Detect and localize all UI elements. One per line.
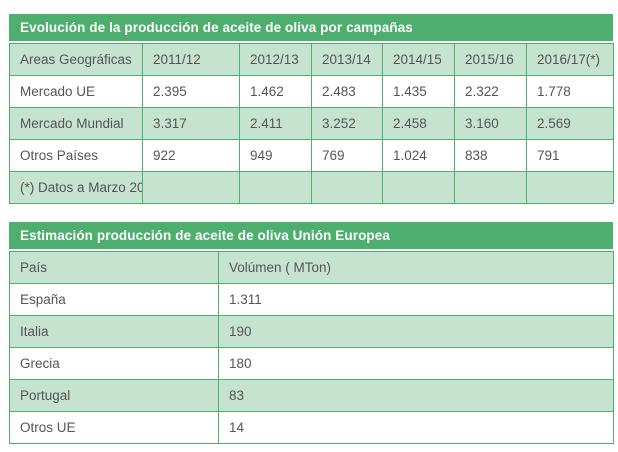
row-label-cell: Otros Países — [9, 139, 143, 172]
value-cell: 769 — [311, 139, 383, 172]
column-header-season: 2013/14 — [311, 43, 383, 76]
column-header-season: 2011/12 — [142, 43, 240, 76]
value-cell: 922 — [142, 139, 240, 172]
value-cell: 791 — [526, 139, 614, 172]
row-label-cell: Italia — [9, 315, 219, 348]
value-cell: 2.569 — [526, 107, 614, 140]
column-header-season: 2012/13 — [239, 43, 312, 76]
table-row: Italia 190 — [9, 315, 614, 348]
row-label-cell: España — [9, 283, 219, 316]
row-label-cell: Otros UE — [9, 411, 219, 444]
empty-cell — [526, 171, 614, 204]
table2-title-bar: Estimación producción de aceite de oliva… — [9, 222, 613, 249]
value-cell: 2.458 — [382, 107, 455, 140]
value-cell: 83 — [218, 379, 614, 412]
empty-cell — [382, 171, 455, 204]
value-cell: 180 — [218, 347, 614, 380]
value-cell: 2.395 — [142, 75, 240, 108]
value-cell: 1.778 — [526, 75, 614, 108]
column-header-country: País — [9, 251, 219, 284]
table1-title-bar: Evolución de la producción de aceite de … — [9, 14, 613, 41]
table-footnote-row: (*) Datos a Marzo 2017 — [9, 171, 614, 204]
column-header-areas: Areas Geográficas — [9, 43, 143, 76]
production-by-campaign-table: Areas Geográficas 2011/12 2012/13 2013/1… — [9, 43, 614, 204]
empty-cell — [142, 171, 240, 204]
table-header-row: Areas Geográficas 2011/12 2012/13 2013/1… — [9, 43, 614, 76]
empty-cell — [239, 171, 312, 204]
column-header-volume: Volúmen ( MTon) — [218, 251, 614, 284]
table-row: Grecia 180 — [9, 347, 614, 380]
value-cell: 2.483 — [311, 75, 383, 108]
production-evolution-section: Evolución de la producción de aceite de … — [9, 14, 614, 204]
value-cell: 1.462 — [239, 75, 312, 108]
row-label-cell: Grecia — [9, 347, 219, 380]
value-cell: 3.160 — [454, 107, 527, 140]
row-label-cell: Mercado UE — [9, 75, 143, 108]
value-cell: 3.317 — [142, 107, 240, 140]
value-cell: 838 — [454, 139, 527, 172]
value-cell: 949 — [239, 139, 312, 172]
value-cell: 2.411 — [239, 107, 312, 140]
value-cell: 190 — [218, 315, 614, 348]
eu-production-table: País Volúmen ( MTon) España 1.311 Italia… — [9, 251, 614, 444]
table-row: España 1.311 — [9, 283, 614, 316]
column-header-season: 2016/17(*) — [526, 43, 614, 76]
eu-production-estimate-section: Estimación producción de aceite de oliva… — [9, 222, 614, 444]
table-header-row: País Volúmen ( MTon) — [9, 251, 614, 284]
value-cell: 14 — [218, 411, 614, 444]
value-cell: 2.322 — [454, 75, 527, 108]
value-cell: 3.252 — [311, 107, 383, 140]
empty-cell — [454, 171, 527, 204]
footnote-cell: (*) Datos a Marzo 2017 — [9, 171, 143, 204]
table-row: Portugal 83 — [9, 379, 614, 412]
value-cell: 1.435 — [382, 75, 455, 108]
table-row: Otros Países 922 949 769 1.024 838 791 — [9, 139, 614, 172]
value-cell: 1.024 — [382, 139, 455, 172]
row-label-cell: Portugal — [9, 379, 219, 412]
table-row: Mercado UE 2.395 1.462 2.483 1.435 2.322… — [9, 75, 614, 108]
value-cell: 1.311 — [218, 283, 614, 316]
empty-cell — [311, 171, 383, 204]
row-label-cell: Mercado Mundial — [9, 107, 143, 140]
table-row: Mercado Mundial 3.317 2.411 3.252 2.458 … — [9, 107, 614, 140]
column-header-season: 2015/16 — [454, 43, 527, 76]
table-row: Otros UE 14 — [9, 411, 614, 444]
column-header-season: 2014/15 — [382, 43, 455, 76]
